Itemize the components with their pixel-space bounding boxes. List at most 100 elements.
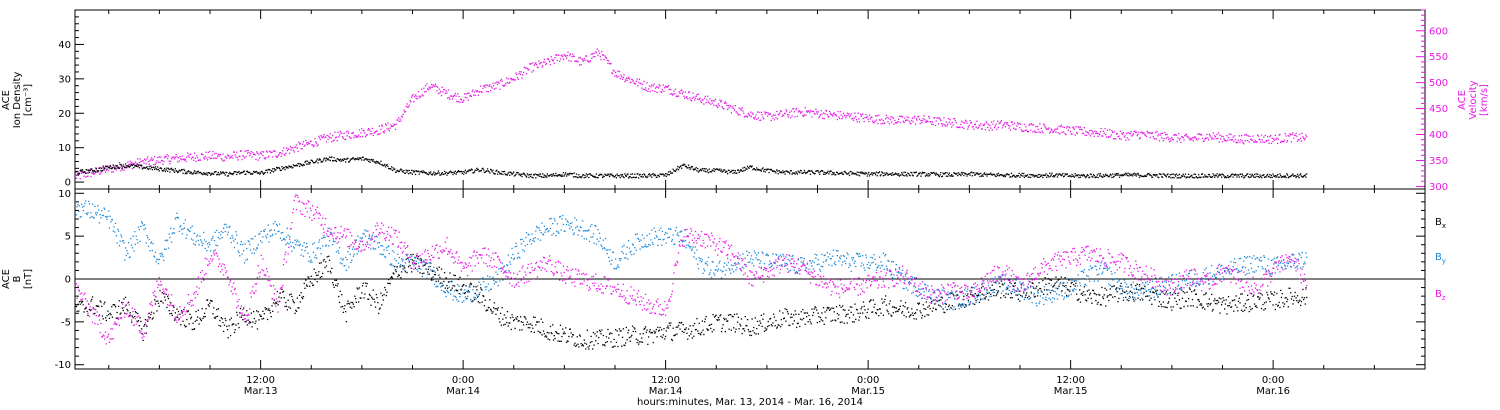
bx-series-point [201, 308, 203, 310]
velocity-series-point [477, 94, 479, 96]
bx-series-point [270, 316, 272, 318]
bx-series-point [193, 328, 195, 331]
velocity-series-point [911, 117, 914, 119]
velocity-series-point [281, 153, 283, 155]
velocity-series-point [162, 163, 164, 165]
bx-series-point [801, 319, 803, 321]
density-series-point [733, 172, 736, 174]
bx-series-point [84, 308, 86, 310]
density-series-point [351, 157, 354, 159]
bx-series-point [819, 321, 821, 323]
bx-series-point [288, 306, 290, 308]
bx-series-point [87, 314, 89, 316]
density-series-point [1217, 176, 1219, 178]
bx-series-point [266, 307, 268, 310]
x-tick-time-label: 12:00 [651, 375, 680, 386]
density-series-point [1280, 176, 1283, 178]
velocity-series-point [1302, 136, 1304, 138]
bx-series-point [434, 273, 436, 276]
velocity-series-point [151, 159, 153, 161]
density-series-point [210, 173, 213, 175]
bx-series-point [799, 325, 801, 328]
bx-series-point [671, 339, 674, 342]
density-series-point [1168, 176, 1170, 178]
velocity-series-point [760, 111, 762, 113]
density-series-point [974, 174, 976, 176]
density-series-point [914, 172, 916, 174]
bx-series-point [651, 332, 654, 334]
velocity-series-point [1056, 128, 1058, 130]
velocity-series-point [122, 163, 124, 165]
velocity-series-point [686, 96, 688, 98]
velocity-series-point [378, 125, 381, 127]
bx-series-point [360, 297, 362, 299]
velocity-series-point [375, 130, 377, 132]
bx-series-point [1018, 290, 1020, 292]
velocity-series-point [1248, 141, 1250, 143]
density-series-point [1191, 174, 1193, 176]
bx-series-point [184, 326, 186, 328]
bx-series-point [1023, 292, 1025, 294]
density-series-point [478, 170, 480, 173]
density-series-point [519, 173, 521, 175]
bx-series-point [956, 294, 958, 296]
velocity-series-point [713, 104, 715, 106]
velocity-series-point [1237, 141, 1239, 144]
velocity-series-point [1234, 138, 1237, 141]
bx-series-point [361, 292, 363, 294]
bx-series-point [104, 301, 106, 303]
bx-series-point [845, 315, 847, 317]
velocity-series-point [1164, 132, 1166, 134]
velocity-series-point [1227, 139, 1229, 141]
bx-series-point [405, 258, 407, 260]
density-series-point [1221, 176, 1223, 178]
density-series-point [1057, 174, 1059, 176]
density-series-point [486, 170, 488, 172]
density-series-point [533, 174, 535, 176]
velocity-series-point [605, 56, 607, 59]
bx-series-point [180, 310, 183, 312]
density-series-point [1155, 175, 1157, 177]
velocity-series-point [812, 110, 814, 113]
velocity-series-point [572, 53, 574, 55]
bx-series-point [358, 301, 360, 303]
velocity-series-point [697, 98, 699, 100]
bx-series-point [1214, 302, 1217, 305]
density-series-point [617, 174, 619, 177]
velocity-series-point [628, 76, 630, 78]
velocity-series-point [768, 113, 770, 116]
velocity-series-point [340, 132, 342, 134]
density-series-point [745, 167, 747, 170]
bx-series-point [167, 297, 170, 300]
density-series-point [668, 174, 670, 176]
velocity-series-point [367, 129, 369, 131]
density-series-point [398, 170, 400, 173]
bx-series-point [906, 308, 908, 310]
density-series-point [493, 172, 495, 174]
density-series-point [532, 174, 535, 176]
density-series-point [852, 172, 854, 174]
density-series-point [1073, 176, 1075, 178]
density-series-point [847, 173, 849, 175]
velocity-series-point [1062, 126, 1064, 128]
density-series-point [1249, 173, 1251, 175]
velocity-series-point [688, 91, 690, 93]
density-series-point [1159, 173, 1161, 175]
density-series-point [603, 175, 605, 178]
bx-series-point [388, 278, 390, 281]
velocity-series-point [626, 79, 628, 82]
velocity-series-point [100, 171, 102, 174]
bottom-left-tick-label: -5 [61, 317, 71, 328]
bx-series-point [701, 320, 703, 322]
bx-series-point [206, 299, 209, 301]
bx-series-point [226, 329, 229, 331]
velocity-series-point [614, 75, 616, 77]
bx-series-point [1163, 306, 1165, 308]
velocity-series-point [335, 136, 338, 138]
velocity-series-point [928, 117, 930, 119]
density-series-point [127, 165, 130, 167]
density-series-point [322, 159, 325, 161]
density-series-point [306, 160, 308, 162]
density-series-point [104, 167, 106, 170]
velocity-series-point [552, 60, 554, 62]
